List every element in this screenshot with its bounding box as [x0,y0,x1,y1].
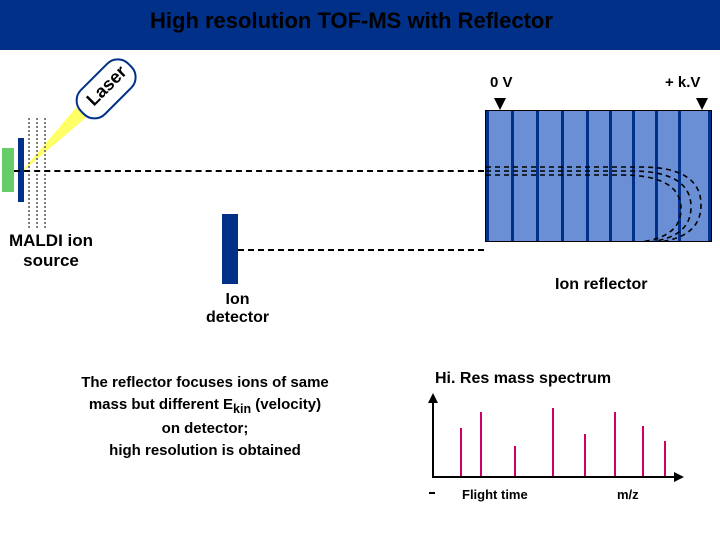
arrow-right-icon [674,472,684,482]
slide-title: High resolution TOF-MS with Reflector [150,8,553,34]
spectrum-peak [460,428,462,476]
y-axis [432,400,434,478]
spectrum-peak [552,408,554,476]
spectrum-peak [480,412,482,476]
laser: Laser [61,36,160,135]
x-axis [432,476,682,478]
spectrum-title: Hi. Res mass spectrum [435,370,611,388]
ion-path-upper [14,170,484,172]
reflector-label: Ion reflector [555,276,647,294]
spectrum-peak [614,412,616,476]
source-grid [28,118,30,228]
slide: { "title": "High resolution TOF-MS with … [0,0,720,540]
maldi-source-label: MALDI ion source [0,231,102,271]
mass-spectrum-chart: Flight time m/z [432,395,682,490]
x-axis-label-mz: m/z [617,487,639,502]
arrow-up-icon [428,393,438,403]
laser-beam-icon [14,108,86,180]
spectrum-peak [514,446,516,476]
spectrum-peak [642,426,644,476]
sample-plate [2,148,14,192]
arrow-down-icon [696,98,708,110]
spectrum-peak [664,441,666,476]
detector-label: Ion detector [195,291,280,327]
ion-trajectories-icon [486,111,711,241]
spectrum-peak [584,434,586,476]
source-grid [36,118,38,228]
ion-reflector [485,110,712,242]
source-grid [44,118,46,228]
description-text: The reflector focuses ions of same mass … [35,372,375,461]
voltage-zero-label: 0 V [490,74,513,91]
x-axis-label-time: Flight time [462,487,528,502]
arrow-down-icon [494,98,506,110]
ion-detector [222,214,238,284]
voltage-high-label: + k.V [665,74,700,91]
ion-path-lower [238,249,484,251]
